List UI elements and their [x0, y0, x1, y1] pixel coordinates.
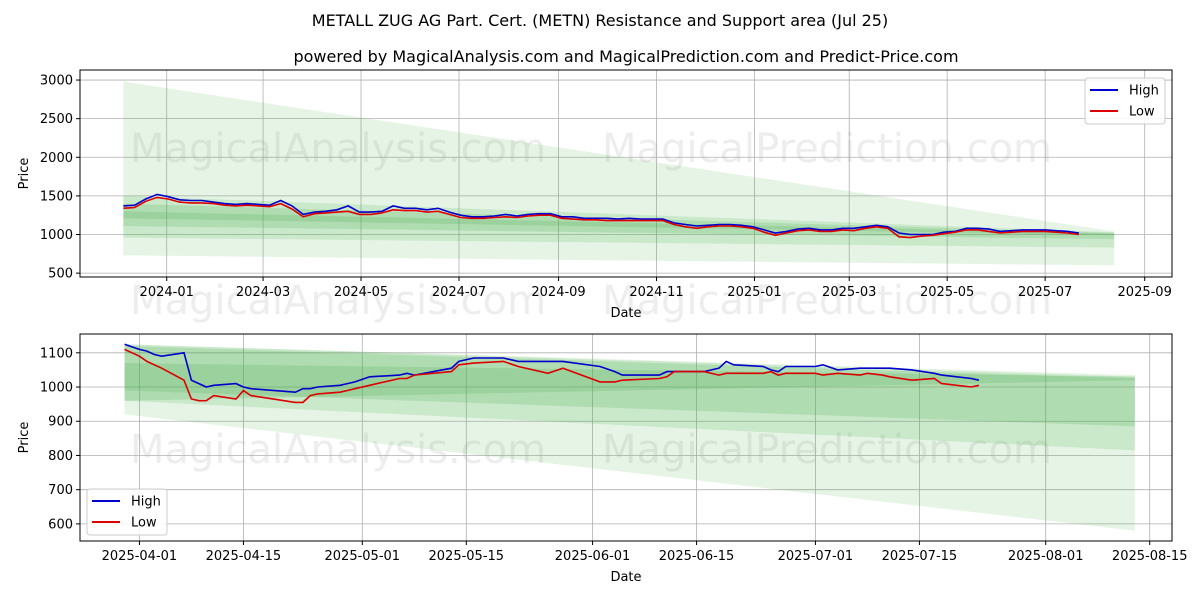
x-tick-label: 2025-07-15 [882, 549, 958, 564]
legend-label-high: High [131, 495, 161, 510]
support-resistance-band [123, 195, 1115, 248]
x-tick-label: 2025-04-01 [102, 549, 178, 564]
x-tick-label: 2025-03 [822, 285, 876, 300]
x-tick-label: 2024-11 [629, 285, 683, 300]
watermark-text: MagicalAnalysis.com [130, 427, 546, 473]
y-tick-label: 1100 [40, 346, 73, 361]
grid [80, 334, 1172, 541]
x-tick-label: 2025-09 [1118, 285, 1172, 300]
y-tick-label: 2000 [40, 151, 73, 166]
y-tick-label: 700 [48, 483, 73, 498]
watermark-text: MagicalAnalysis.com [130, 278, 546, 324]
x-tick-label: 2025-04-15 [206, 549, 282, 564]
legend-label-low: Low [131, 516, 157, 531]
x-tick-label: 2025-05-01 [325, 549, 401, 564]
support-resistance-band [123, 211, 1115, 236]
support-resistance-band [124, 344, 1135, 531]
legend: High Low [1084, 77, 1166, 125]
y-tick-label: 800 [48, 449, 73, 464]
watermark-text: MagicalPrediction.com [602, 427, 1052, 473]
x-axis-label: Date [610, 306, 641, 321]
x-tick-label: 2025-01 [727, 285, 781, 300]
x-tick-label: 2025-08-01 [1008, 549, 1084, 564]
y-axis-label: Price [17, 158, 32, 190]
y-tick-label: 500 [48, 267, 73, 282]
x-tick-label: 2024-03 [236, 285, 290, 300]
axes-frame [79, 333, 1173, 542]
axes-frame [79, 69, 1173, 278]
grid [80, 70, 1172, 277]
band-group [124, 344, 1135, 531]
series-line-high [123, 193, 1080, 236]
band-group [123, 81, 1115, 266]
support-resistance-band [124, 345, 1135, 427]
x-axis-label: Date [610, 570, 641, 585]
watermark-text: MagicalAnalysis.com [130, 126, 546, 172]
y-tick-label: 2500 [40, 112, 73, 127]
x-tick-label: 2024-05 [334, 285, 388, 300]
series-line-low [123, 196, 1080, 239]
legend-label-low: Low [1129, 105, 1155, 120]
y-tick-label: 1000 [40, 381, 73, 396]
x-tick-label: 2025-06-01 [555, 549, 631, 564]
legend: High Low [86, 488, 168, 536]
y-tick-label: 900 [48, 415, 73, 430]
x-tick-label: 2025-07-01 [778, 549, 854, 564]
y-tick-label: 600 [48, 517, 73, 532]
series-line-high [124, 343, 980, 394]
watermark-text: MagicalPrediction.com [602, 278, 1052, 324]
series-line-low [124, 348, 980, 404]
y-tick-label: 1000 [40, 228, 73, 243]
support-resistance-band [124, 344, 1135, 451]
x-tick-label: 2025-05-15 [429, 549, 505, 564]
x-tick-label: 2025-08-15 [1112, 549, 1188, 564]
watermark-text: MagicalPrediction.com [602, 126, 1052, 172]
x-tick-label: 2024-09 [531, 285, 585, 300]
bottom-chart-panel: MagicalAnalysis.com MagicalPrediction.com… [17, 333, 1188, 585]
x-tick-label: 2025-05 [920, 285, 974, 300]
x-tick-label: 2024-01 [140, 285, 194, 300]
x-tick-label: 2025-07 [1018, 285, 1072, 300]
legend-label-high: High [1129, 84, 1159, 99]
x-tick-label: 2024-07 [432, 285, 486, 300]
y-axis-label: Price [17, 422, 32, 454]
y-tick-label: 3000 [40, 74, 73, 89]
top-chart-panel: MagicalAnalysis.com MagicalPrediction.com… [17, 69, 1173, 324]
y-tick-label: 1500 [40, 189, 73, 204]
chart-title: METALL ZUG AG Part. Cert. (METN) Resista… [312, 11, 888, 30]
chart-subtitle: powered by MagicalAnalysis.com and Magic… [293, 47, 958, 66]
x-tick-label: 2025-06-15 [659, 549, 735, 564]
support-resistance-band [124, 363, 1135, 401]
support-resistance-band [123, 81, 1115, 266]
